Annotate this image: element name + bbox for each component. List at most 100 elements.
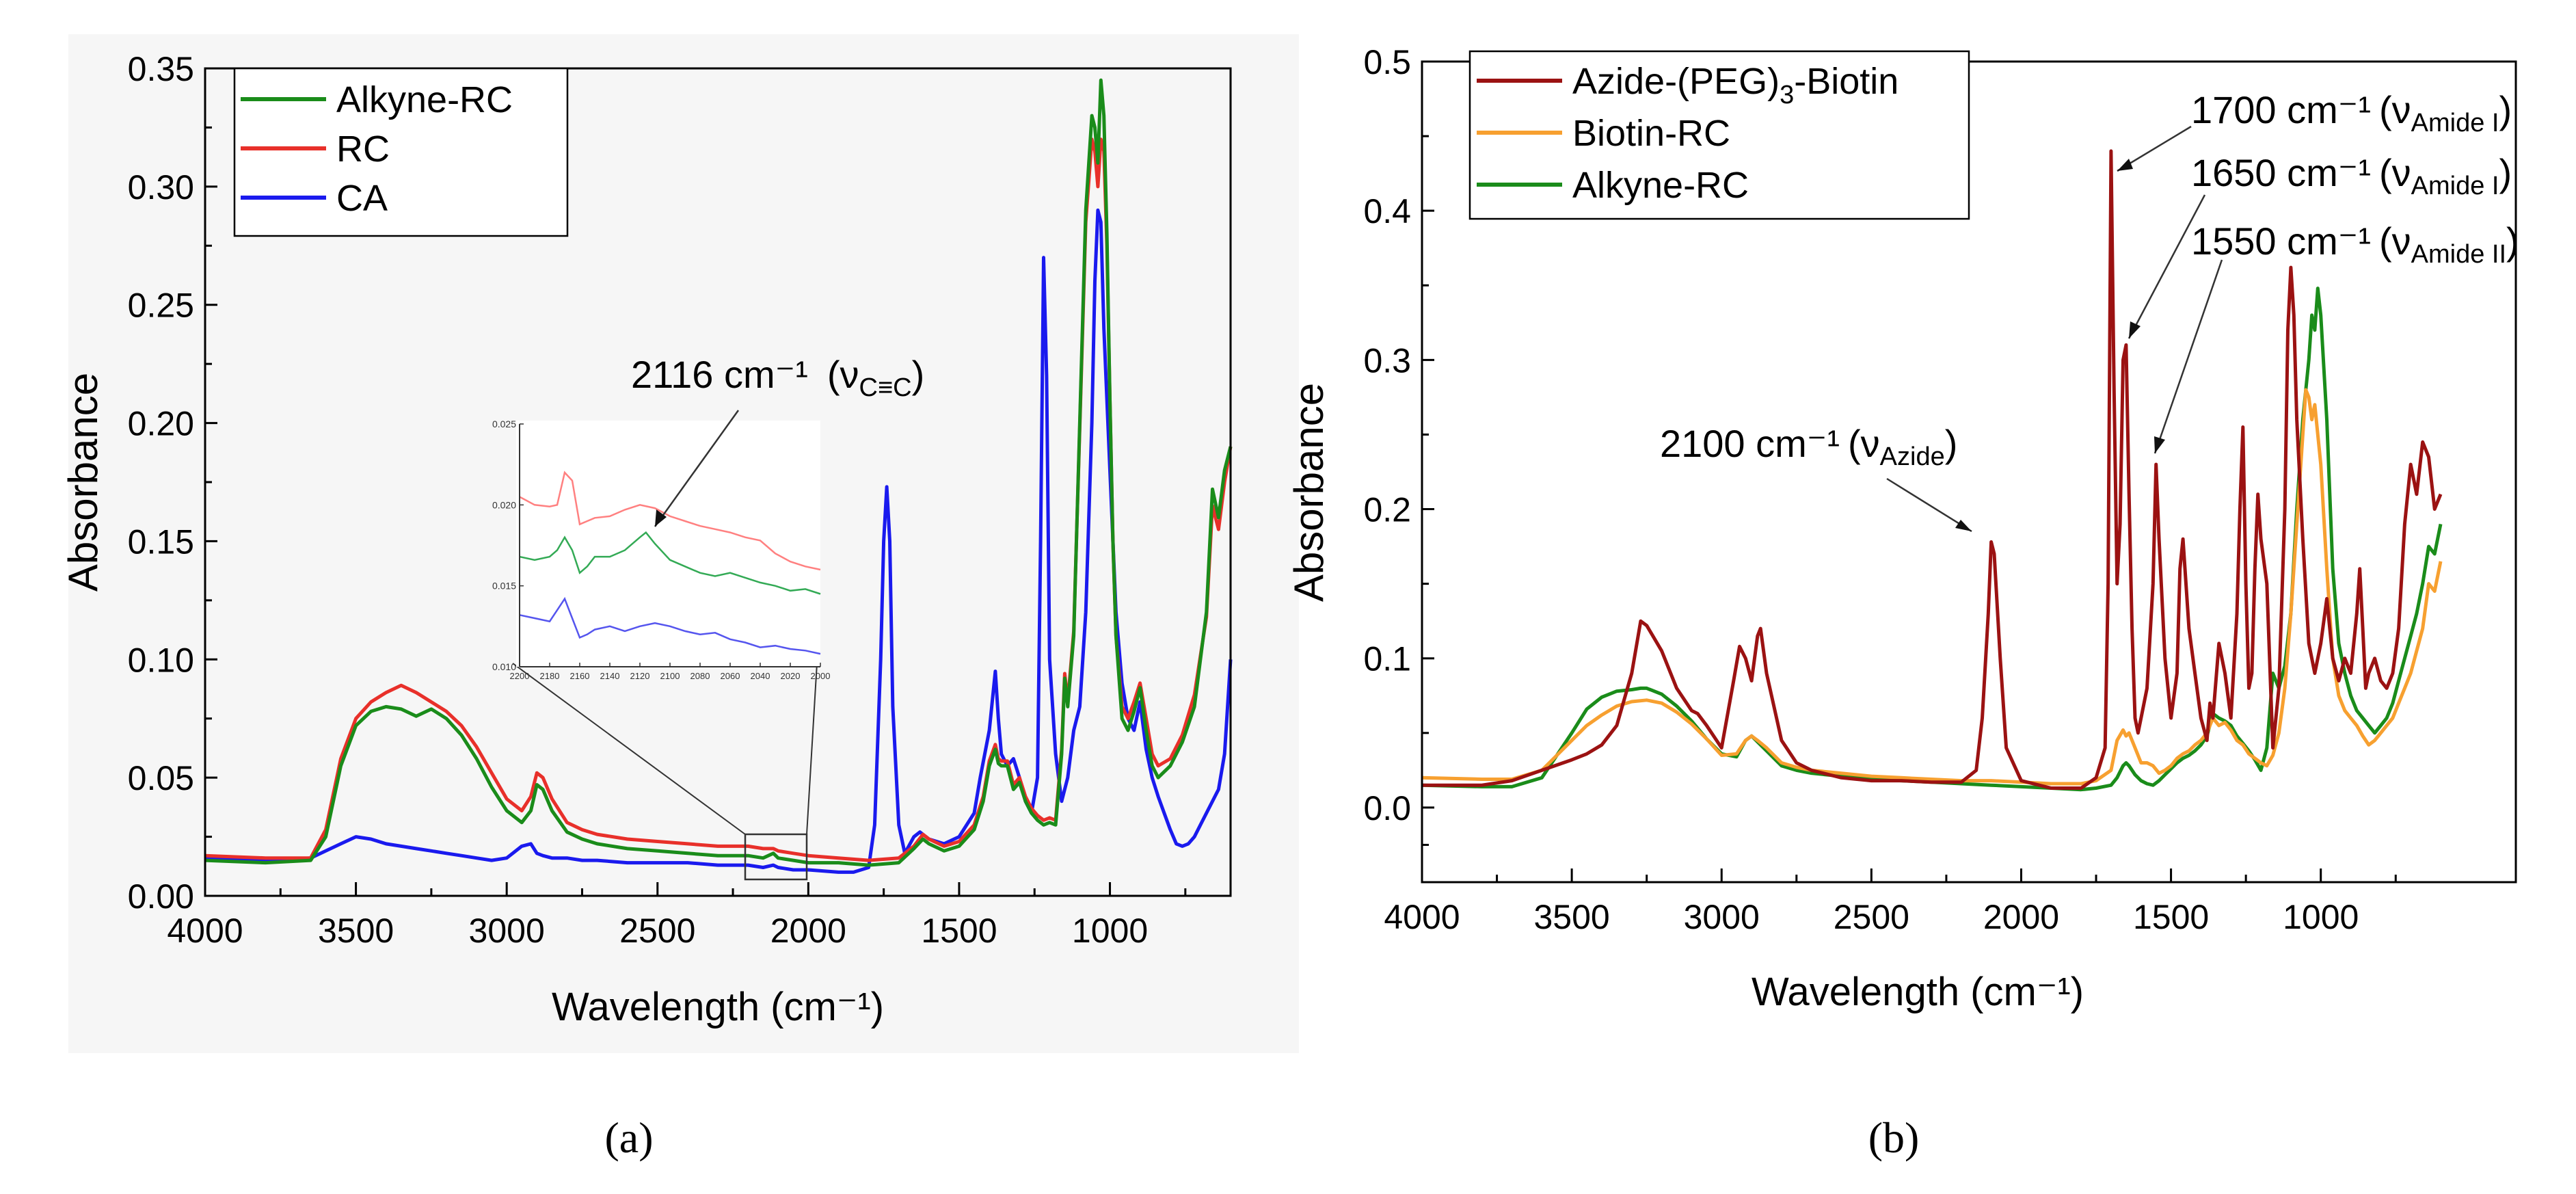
annotation-b-1650-subscript: Amide I <box>2411 172 2499 200</box>
panel-b-annotation-1550-text: 1550 cm⁻¹ (νAmide II) <box>2191 220 2519 269</box>
x-tick-label: 1000 <box>1072 912 1148 950</box>
panel-a-legend: Alkyne-RC RC CA <box>233 67 569 237</box>
x-tick-label: 2500 <box>619 912 695 950</box>
legend-label: CA <box>336 178 388 219</box>
legend-label: Alkyne-RC <box>1572 165 1749 206</box>
panel-b-annotation-1550-arrowhead <box>2154 436 2165 453</box>
y-tick-label: 0.05 <box>128 759 194 797</box>
panel-a-label: (a) <box>604 1113 653 1162</box>
panel-a-legend-box <box>233 67 569 237</box>
panel-a-annotation-arrowhead <box>655 509 667 527</box>
annotation-b-1700-subscript: Amide I <box>2411 109 2499 137</box>
inset-x-tick-label: 2200 <box>510 671 530 681</box>
panel-a-inset-series-group <box>519 470 821 655</box>
annotation-b-1550-wavenumber: 1550 cm⁻¹ <box>2191 220 2371 263</box>
panel-a-x-axis-label: Wavelength (cm⁻¹) <box>552 985 884 1029</box>
y-tick-label: 0.30 <box>128 168 194 207</box>
x-tick-label: 3000 <box>1684 898 1760 936</box>
inset-line-ca <box>519 596 821 655</box>
y-tick-label: 0.3 <box>1363 341 1411 380</box>
inset-y-tick-label: 0.020 <box>492 499 516 510</box>
legend-label: Biotin-RC <box>1572 113 1730 154</box>
panel-b-annotation-1650-arrowhead <box>2129 321 2141 339</box>
x-tick-label: 3000 <box>469 912 545 950</box>
series-line-azide-peg-3-biotin <box>1422 149 2443 790</box>
x-tick-label: 1500 <box>921 912 997 950</box>
annotation-a-subscript: C≡C <box>859 373 912 402</box>
inset-x-tick-label: 2160 <box>570 671 590 681</box>
panel-b-annotation-2100-arrow <box>1886 477 1972 533</box>
y-tick-label: 0.00 <box>128 877 194 916</box>
inset-y-tick-label: 0.025 <box>492 419 516 429</box>
inset-x-tick-label: 2020 <box>781 671 801 681</box>
x-tick-label: 1000 <box>2283 898 2359 936</box>
y-tick-label: 0.2 <box>1363 491 1411 529</box>
series-line-ca <box>204 208 1233 874</box>
y-tick-label: 0.15 <box>128 522 194 561</box>
series-line-biotin-rc <box>1421 388 2443 786</box>
x-tick-label: 3500 <box>318 912 394 950</box>
panel-a-zoom-line-left <box>512 663 746 835</box>
annotation-b-1650-nu: ν <box>2392 151 2411 194</box>
panel-a-zoom-region <box>744 833 808 881</box>
annotation-b-1550-subscript: Amide II <box>2411 240 2506 269</box>
annotation-b-1700-wavenumber: 1700 cm⁻¹ <box>2191 88 2371 131</box>
panel-b-annotation-1700-arrowhead <box>2117 159 2133 171</box>
panel-a-y-axis: 0.00 0.05 0.10 0.15 0.20 0.25 0.30 0.35 <box>128 50 217 916</box>
inset-y-tick-label: 0.010 <box>492 661 516 672</box>
inset-x-tick-label: 2000 <box>811 671 831 681</box>
x-tick-label: 3500 <box>1534 898 1610 936</box>
panel-a-zoom-line-right <box>806 663 818 835</box>
panel-b-annotation-1550: 1550 cm⁻¹ (νAmide II) <box>2154 220 2519 454</box>
annotation-b-1650-wavenumber: 1650 cm⁻¹ <box>2191 151 2371 194</box>
y-tick-label: 0.35 <box>128 50 194 88</box>
annotation-b-2100-nu: ν <box>1861 422 1880 465</box>
y-tick-label: 0.20 <box>128 405 194 443</box>
inset-x-tick-label: 2140 <box>600 671 620 681</box>
y-tick-label: 0.5 <box>1363 43 1411 81</box>
legend-label: RC <box>336 129 390 170</box>
panel-b-annotation-2100-text: 2100 cm⁻¹ (νAzide) <box>1660 422 1957 471</box>
x-tick-label: 2000 <box>770 912 846 950</box>
y-tick-label: 0.4 <box>1363 192 1411 230</box>
inset-x-tick-label: 2120 <box>630 671 650 681</box>
inset-line-alkyne-rc <box>519 531 821 595</box>
annotation-b-1700-nu: ν <box>2392 88 2411 131</box>
inset-x-tick-label: 2040 <box>751 671 770 681</box>
x-tick-label: 2500 <box>1834 898 1909 936</box>
inset-x-tick-label: 2180 <box>540 671 560 681</box>
panel-b-y-axis: 0.0 0.1 0.2 0.3 0.4 0.5 <box>1363 43 1434 846</box>
legend-label: Azide-(PEG)3-Biotin <box>1572 61 1899 109</box>
inset-x-tick-label: 2060 <box>721 671 740 681</box>
panel-b-chart: 0.0 0.1 0.2 0.3 0.4 0.5 4000 3500 3000 2500 2000 1… <box>1286 43 2519 1014</box>
annotation-b-1550-nu: ν <box>2392 220 2411 263</box>
y-tick-label: 0.10 <box>128 641 194 679</box>
panel-a-annotation-text: 2116 cm⁻¹ (νC≡C) <box>631 353 924 402</box>
panel-a-x-axis: 4000 3500 3000 2500 2000 1500 1000 <box>167 882 1187 950</box>
inset-line-rc <box>519 470 821 571</box>
annotation-b-2100-wavenumber: 2100 cm⁻¹ <box>1660 422 1840 465</box>
inset-x-tick-label: 2080 <box>690 671 710 681</box>
panel-b-annotation-1650-arrow <box>2128 194 2206 339</box>
legend-label: Alkyne-RC <box>336 79 513 120</box>
panel-b-x-axis-label: Wavelength (cm⁻¹) <box>1752 970 2084 1014</box>
panel-b-annotation-2100-arrowhead <box>1955 520 1972 531</box>
panel-b-annotation-1650: 1650 cm⁻¹ (νAmide I) <box>2128 151 2512 339</box>
panel-b-y-axis-label: Absorbance <box>1286 383 1332 602</box>
panel-b-label: (b) <box>1868 1113 1920 1162</box>
x-tick-label: 2000 <box>1983 898 2059 936</box>
panel-b-annotation-2100: 2100 cm⁻¹ (νAzide) <box>1660 422 1972 533</box>
inset-y-tick-label: 0.015 <box>492 581 516 592</box>
panel-b-x-axis: 4000 3500 3000 2500 2000 1500 1000 <box>1384 868 2397 936</box>
y-tick-label: 0.0 <box>1363 789 1411 827</box>
panel-b-annotation-1650-text: 1650 cm⁻¹ (νAmide I) <box>2191 151 2512 200</box>
annotation-a-wavenumber: 2116 cm⁻¹ <box>631 353 808 396</box>
annotation-a-nu-symbol: ν <box>840 353 859 396</box>
inset-x-tick-label: 2100 <box>660 671 680 681</box>
series-line-alkyne-rc <box>204 78 1233 867</box>
x-tick-label: 1500 <box>2133 898 2209 936</box>
